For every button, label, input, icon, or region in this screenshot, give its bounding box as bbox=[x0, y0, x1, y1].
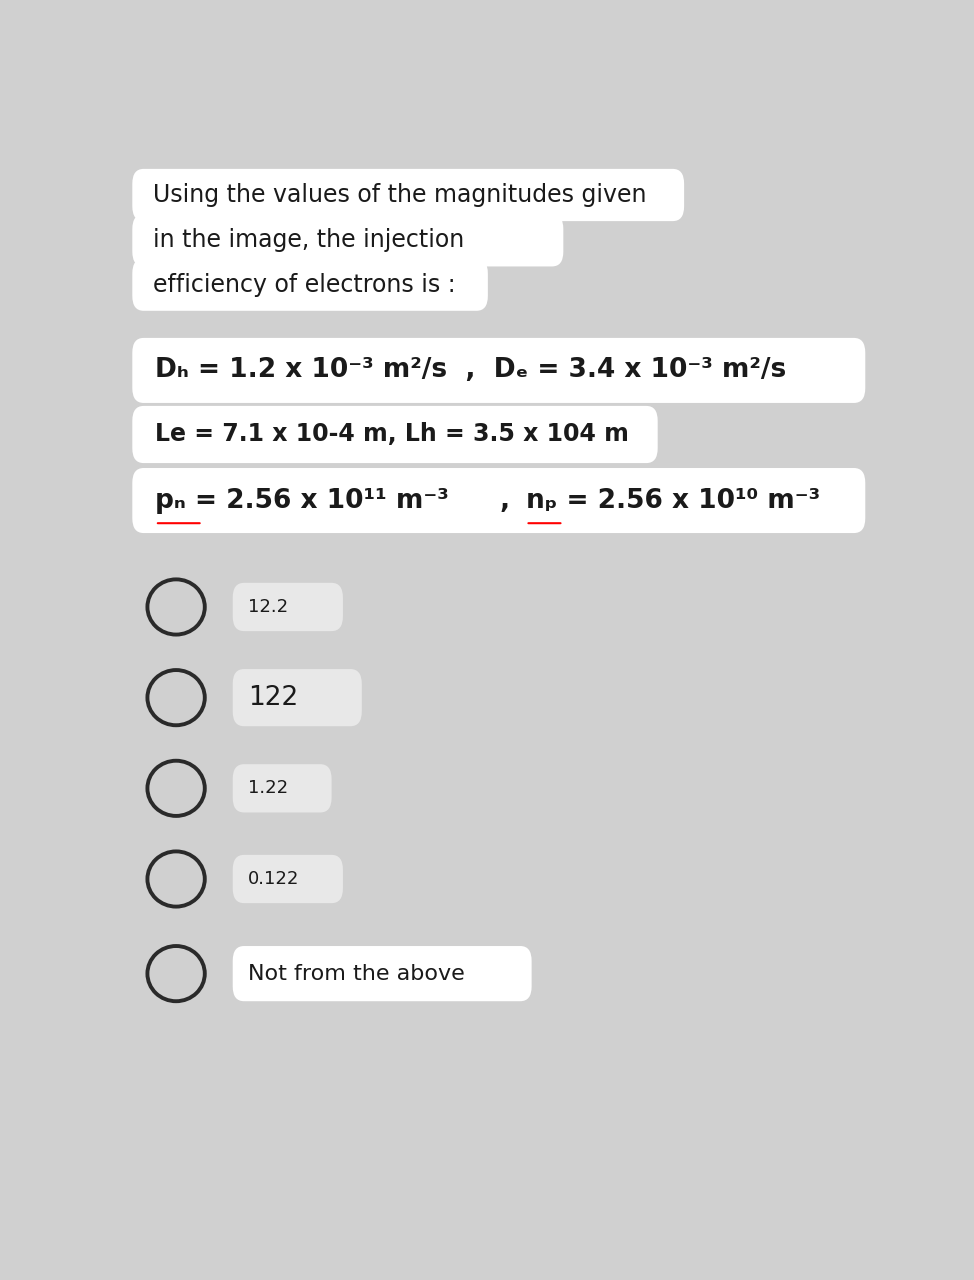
Text: 0.122: 0.122 bbox=[247, 870, 299, 888]
Text: Not from the above: Not from the above bbox=[247, 964, 465, 983]
FancyBboxPatch shape bbox=[132, 338, 865, 403]
Text: 12.2: 12.2 bbox=[247, 598, 288, 616]
Text: Using the values of the magnitudes given: Using the values of the magnitudes given bbox=[154, 183, 647, 207]
FancyBboxPatch shape bbox=[233, 764, 331, 813]
FancyBboxPatch shape bbox=[132, 468, 865, 532]
Text: ,: , bbox=[500, 488, 509, 513]
Text: efficiency of electrons is :: efficiency of electrons is : bbox=[154, 273, 456, 297]
Text: pₙ = 2.56 x 10¹¹ m⁻³: pₙ = 2.56 x 10¹¹ m⁻³ bbox=[155, 488, 449, 513]
FancyBboxPatch shape bbox=[233, 855, 343, 904]
FancyBboxPatch shape bbox=[132, 214, 563, 266]
FancyBboxPatch shape bbox=[132, 169, 684, 221]
Text: 122: 122 bbox=[247, 685, 298, 710]
FancyBboxPatch shape bbox=[132, 406, 657, 463]
FancyBboxPatch shape bbox=[233, 582, 343, 631]
FancyBboxPatch shape bbox=[233, 669, 361, 726]
Text: nₚ = 2.56 x 10¹⁰ m⁻³: nₚ = 2.56 x 10¹⁰ m⁻³ bbox=[526, 488, 820, 513]
Text: 1.22: 1.22 bbox=[247, 780, 288, 797]
Text: Le = 7.1 x 10-4 m, Lh = 3.5 x 104 m: Le = 7.1 x 10-4 m, Lh = 3.5 x 104 m bbox=[155, 422, 629, 447]
Text: in the image, the injection: in the image, the injection bbox=[154, 228, 465, 252]
FancyBboxPatch shape bbox=[233, 946, 532, 1001]
Text: Dₕ = 1.2 x 10⁻³ m²/s  ,  Dₑ = 3.4 x 10⁻³ m²/s: Dₕ = 1.2 x 10⁻³ m²/s , Dₑ = 3.4 x 10⁻³ m… bbox=[155, 357, 786, 384]
FancyBboxPatch shape bbox=[132, 259, 488, 311]
